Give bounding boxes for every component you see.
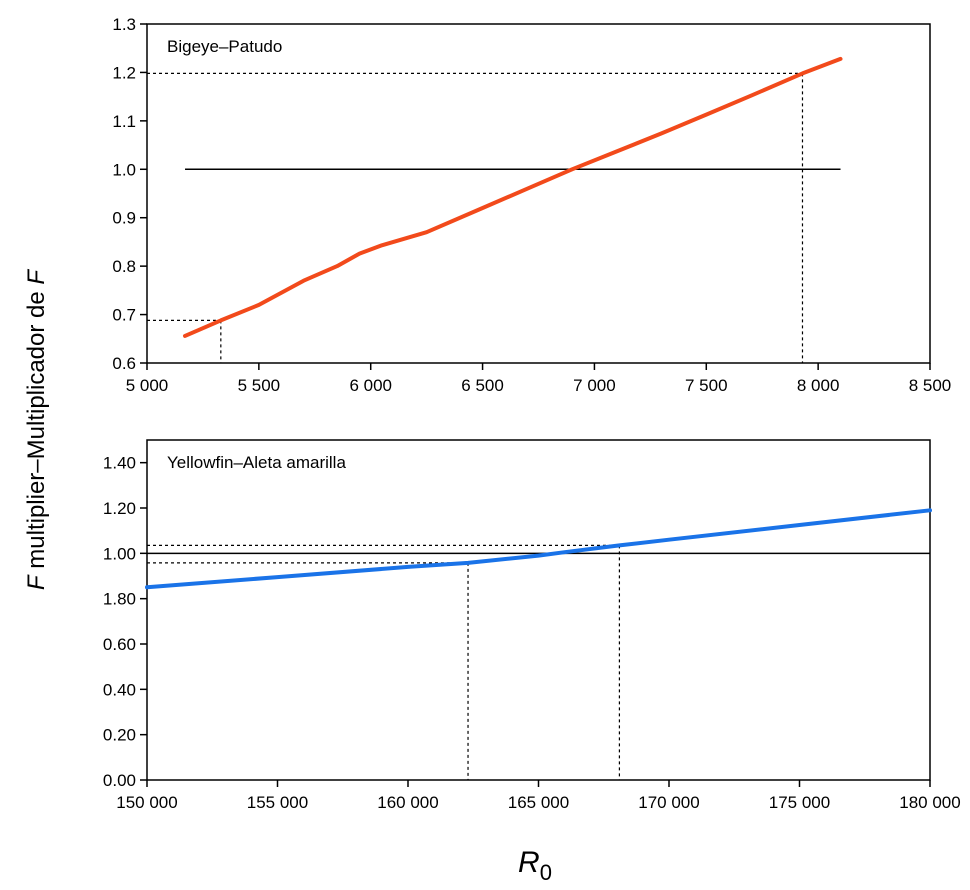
series-line bbox=[145, 508, 932, 590]
x-axis-label-r: R bbox=[518, 846, 540, 879]
series-line bbox=[183, 56, 843, 338]
panel-title: Yellowfin–Aleta amarilla bbox=[167, 453, 346, 472]
y-axis-label-f1: F bbox=[23, 574, 50, 590]
x-tick-label: 180 000 bbox=[899, 793, 960, 812]
x-tick-label: 175 000 bbox=[769, 793, 830, 812]
plot-frame bbox=[146, 439, 931, 781]
x-tick-label: 5 500 bbox=[238, 376, 281, 395]
y-axis-label: F multiplier–Multiplicador de F bbox=[23, 269, 50, 590]
panel-title: Bigeye–Patudo bbox=[167, 37, 282, 56]
y-tick-label: 1.20 bbox=[103, 499, 136, 518]
y-tick-label: 0.8 bbox=[112, 257, 136, 276]
x-tick-label: 6 500 bbox=[461, 376, 504, 395]
y-tick-label: 0.40 bbox=[103, 680, 136, 699]
y-tick-label: 0.60 bbox=[103, 635, 136, 654]
y-tick-label: 1.0 bbox=[112, 160, 136, 179]
y-tick-label: 0.20 bbox=[103, 726, 136, 745]
y-tick-label: 1.2 bbox=[112, 63, 136, 82]
x-tick-label: 5 000 bbox=[126, 376, 169, 395]
y-tick-label: 1.1 bbox=[112, 112, 136, 131]
yellowfin-panel: 0.00 0.20 0.40 0.60 1.80 1.00 1.20 1.40 150 000 1… bbox=[103, 439, 961, 812]
y-tick-label: 1.00 bbox=[103, 544, 136, 563]
x-tick-label: 6 000 bbox=[349, 376, 392, 395]
x-tick-label: 8 500 bbox=[909, 376, 952, 395]
y-tick-label: 0.9 bbox=[112, 209, 136, 228]
y-tick-label: 1.40 bbox=[103, 454, 136, 473]
y-tick-label: 0.6 bbox=[112, 354, 136, 373]
plot-frame bbox=[146, 23, 931, 364]
x-tick-label: 7 000 bbox=[573, 376, 616, 395]
x-axis-label: R0 bbox=[518, 846, 552, 885]
y-axis-label-f2: F bbox=[23, 269, 50, 285]
x-axis-label-sub: 0 bbox=[540, 860, 552, 885]
x-tick-label: 160 000 bbox=[377, 793, 438, 812]
bigeye-panel: 0.6 0.7 0.8 0.9 1.0 1.1 1.2 1.3 5 000 5 500 6 000 6… bbox=[112, 15, 951, 395]
x-tick-label: 7 500 bbox=[685, 376, 728, 395]
y-tick-label: 0.7 bbox=[112, 306, 136, 325]
y-tick-label: 1.80 bbox=[103, 590, 136, 609]
y-tick-label: 0.00 bbox=[103, 771, 136, 790]
y-axis-label-text: multiplier–Multiplicador de bbox=[23, 285, 50, 576]
x-tick-label: 155 000 bbox=[247, 793, 308, 812]
x-tick-label: 8 000 bbox=[797, 376, 840, 395]
x-tick-label: 165 000 bbox=[508, 793, 569, 812]
x-tick-label: 170 000 bbox=[638, 793, 699, 812]
x-tick-label: 150 000 bbox=[116, 793, 177, 812]
y-tick-label: 1.3 bbox=[112, 15, 136, 34]
